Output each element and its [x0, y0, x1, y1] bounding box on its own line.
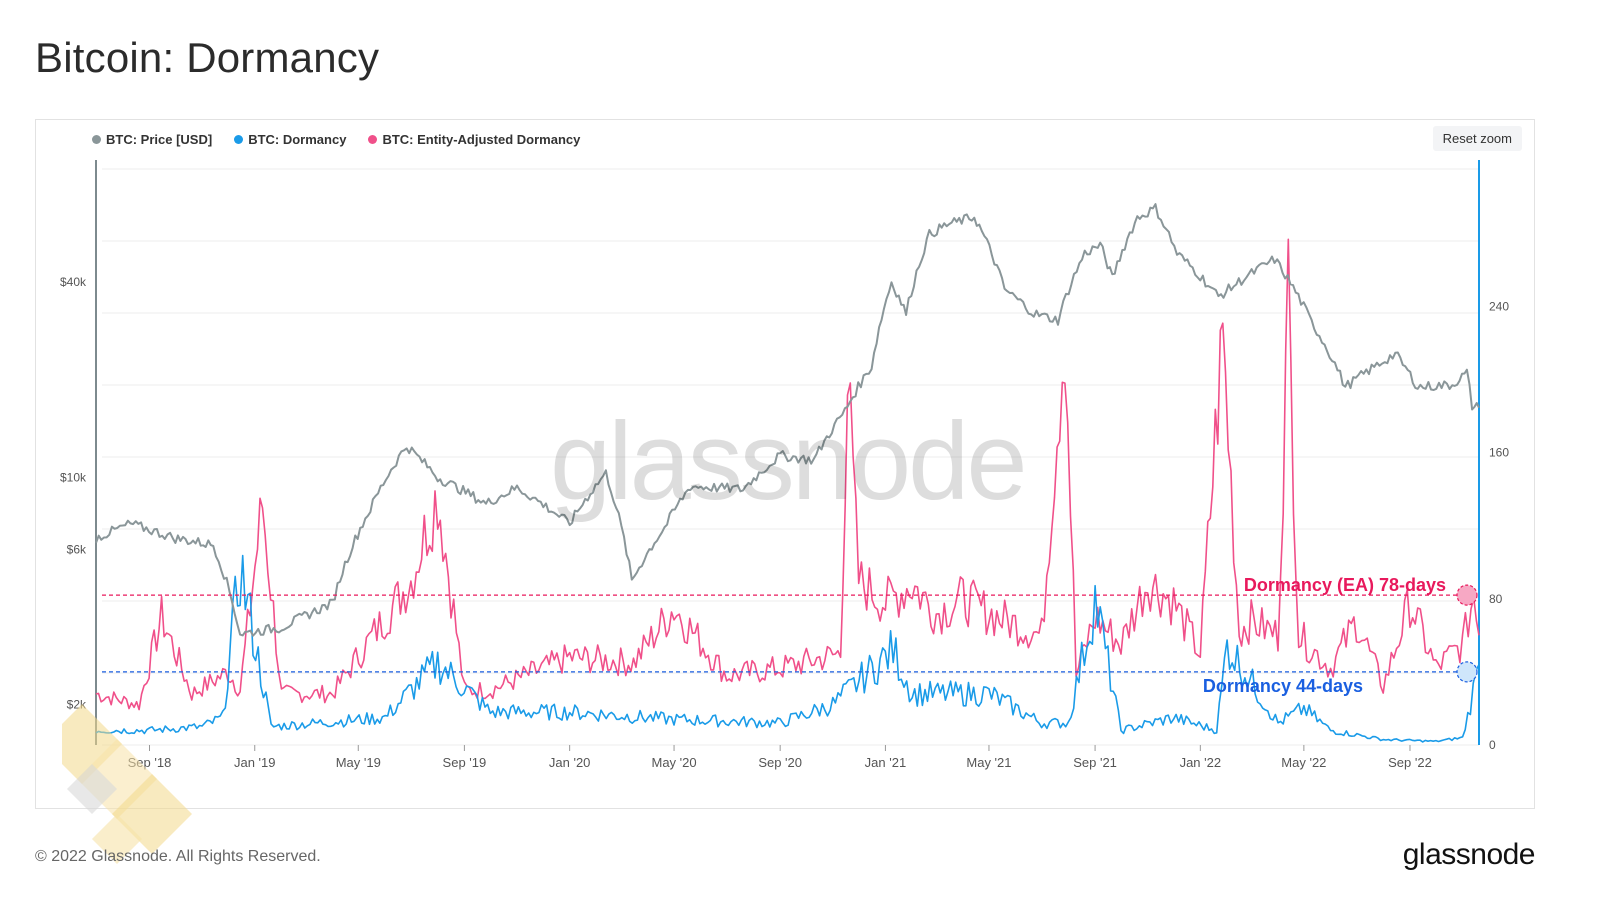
x-tick-label: May '20 — [651, 755, 696, 770]
legend-label-price: BTC: Price [USD] — [106, 132, 213, 147]
footer-copyright: © 2022 Glassnode. All Rights Reserved. — [35, 848, 321, 865]
ea-dormancy-end-marker — [1456, 584, 1478, 606]
y-left-tick-label: $10k — [60, 470, 87, 484]
legend-dot-dormancy — [234, 135, 244, 144]
legend-dot-price — [92, 135, 101, 144]
chart-container: $2k $6k $10k $40k 0 80 160 240 Sep '18 Jan '19 May… — [35, 119, 1535, 809]
legend-item-ea-dormancy[interactable]: BTC: Entity-Adjusted Dormancy — [368, 132, 580, 147]
x-tick-label: May '21 — [966, 755, 1011, 770]
y-right-tick-label: 0 — [1489, 738, 1496, 752]
x-tick-label: Jan '21 — [865, 755, 907, 770]
x-tick-label: Sep '22 — [1388, 755, 1432, 770]
x-tick-label: Jan '19 — [234, 755, 276, 770]
x-tick-label: May '19 — [336, 755, 381, 770]
legend-dot-ea-dormancy — [368, 135, 378, 144]
legend-label-dormancy: BTC: Dormancy — [248, 132, 347, 147]
x-tick-label: Sep '19 — [443, 755, 487, 770]
x-tick-label: Jan '20 — [549, 755, 591, 770]
legend-label-ea-dormancy: BTC: Entity-Adjusted Dormancy — [382, 132, 581, 147]
page-title: Bitcoin: Dormancy — [35, 34, 380, 81]
ea-dormancy-series-line — [95, 238, 1480, 711]
y-right-tick-label: 80 — [1489, 592, 1503, 606]
x-tick-label: Sep '21 — [1073, 755, 1117, 770]
y-left-tick-label: $6k — [67, 543, 87, 557]
dormancy-annotation-label: Dormancy 44-days — [1203, 676, 1363, 696]
x-tick-label: Sep '20 — [758, 755, 802, 770]
y-left-tick-label: $40k — [60, 275, 87, 289]
x-tick-label: Jan '22 — [1180, 755, 1222, 770]
reset-zoom-button[interactable]: Reset zoom — [1432, 126, 1522, 151]
y-right-tick-label: 240 — [1489, 299, 1509, 313]
dormancy-series-line — [95, 554, 1480, 743]
x-tick-label: May '22 — [1281, 755, 1326, 770]
dormancy-end-marker — [1456, 661, 1478, 683]
y-right-tick-label: 160 — [1489, 446, 1509, 460]
price-series-line — [95, 203, 1480, 637]
legend-item-dormancy[interactable]: BTC: Dormancy — [234, 132, 346, 147]
chart-legend: BTC: Price [USD] BTC: Dormancy BTC: Enti… — [92, 132, 580, 147]
footer-logo: glassnode — [1402, 838, 1536, 871]
corner-decoration-icon — [62, 704, 192, 864]
legend-item-price[interactable]: BTC: Price [USD] — [92, 132, 212, 147]
ea-dormancy-annotation-label: Dormancy (EA) 78-days — [1244, 575, 1446, 595]
